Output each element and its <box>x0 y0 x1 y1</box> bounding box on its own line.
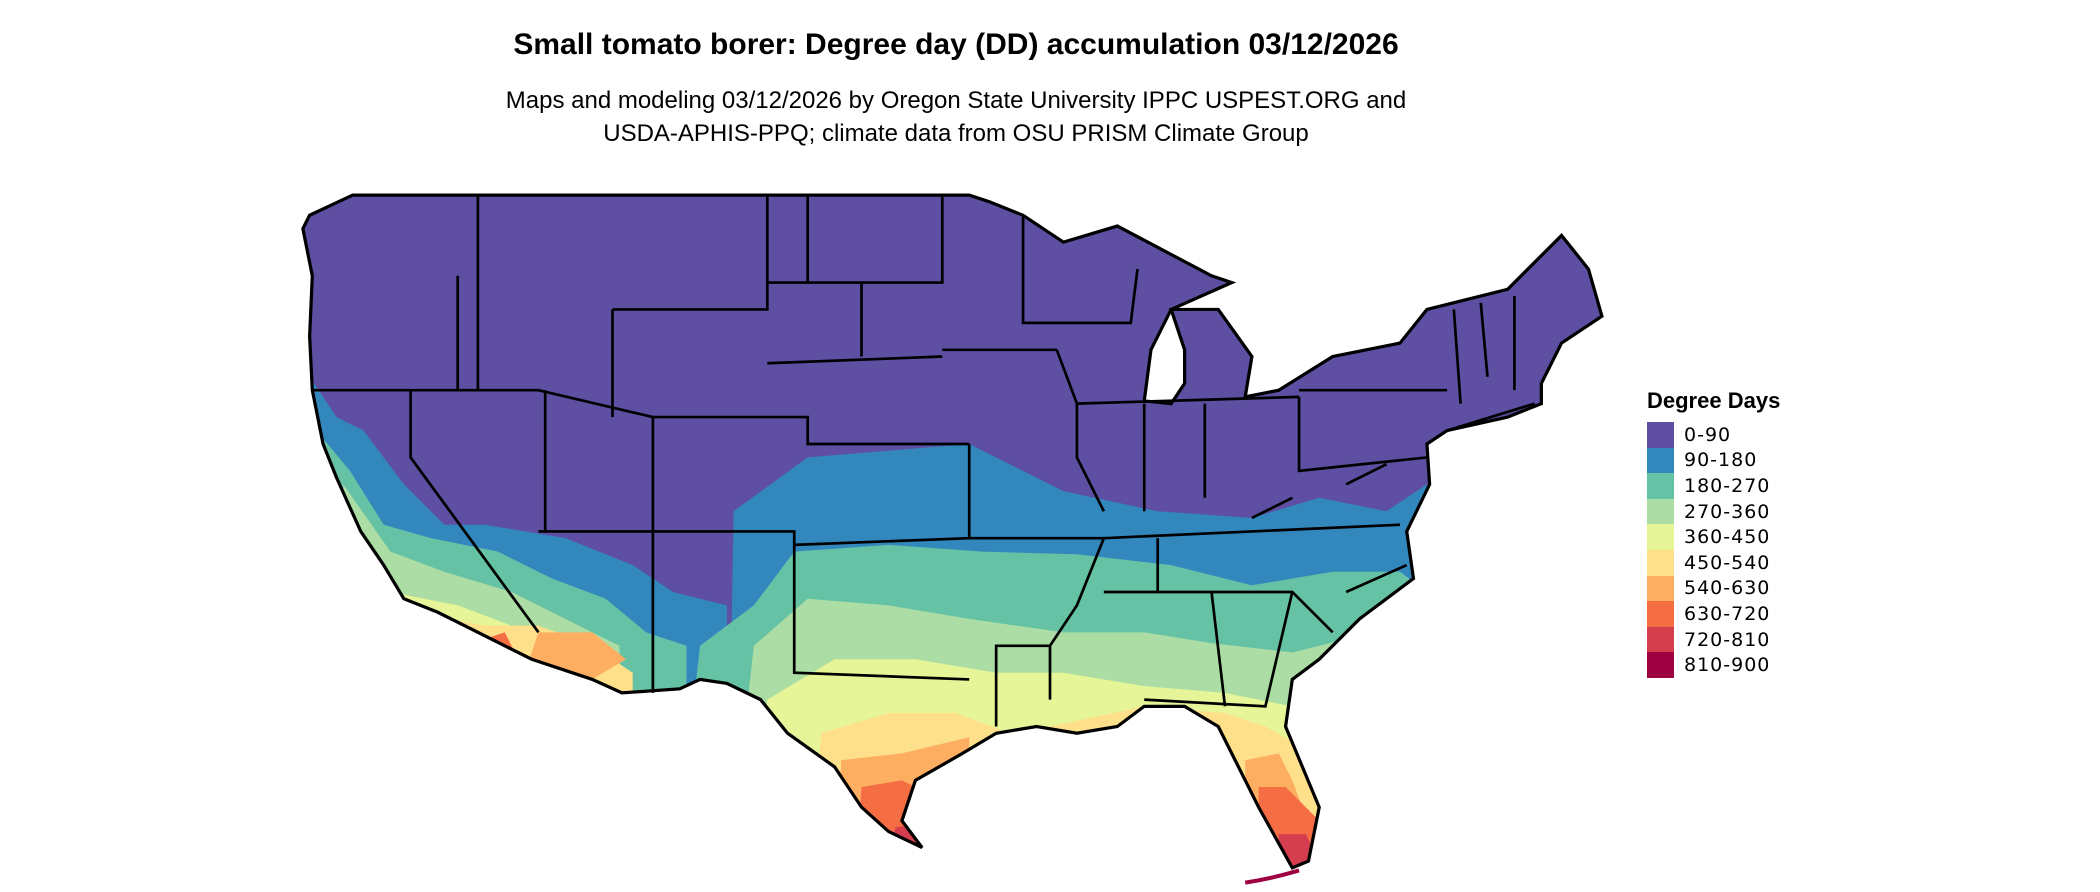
legend-label: 90-180 <box>1684 449 1758 472</box>
legend: Degree Days 0-90 90-180 180-270 270-360 360-… <box>1647 388 1780 678</box>
legend-label: 0-90 <box>1684 423 1732 446</box>
legend-title: Degree Days <box>1647 388 1781 413</box>
legend-item: 360-450 <box>1647 524 1780 550</box>
subtitle-line-1: Maps and modeling 03/12/2026 by Oregon S… <box>505 87 1407 114</box>
legend-label: 360-450 <box>1684 526 1771 549</box>
legend-item: 0-90 <box>1647 422 1780 448</box>
legend-label: 720-810 <box>1684 628 1771 651</box>
zone-540-630 <box>525 632 1333 868</box>
legend-item: 450-540 <box>1647 549 1780 576</box>
legend-swatch <box>1647 549 1674 576</box>
legend-label: 630-720 <box>1684 602 1771 625</box>
legend-swatch <box>1647 524 1674 550</box>
legend-swatch <box>1647 447 1674 474</box>
map-subtitle: Maps and modeling 03/12/2026 by Oregon S… <box>0 84 1912 150</box>
legend-items: 0-90 90-180 180-270 270-360 360-450 450-540 54… <box>1647 422 1780 678</box>
legend-swatch <box>1647 652 1674 678</box>
legend-swatch <box>1647 473 1674 499</box>
legend-swatch <box>1647 498 1674 525</box>
legend-label: 810-900 <box>1684 654 1771 677</box>
state-borders <box>312 195 1536 727</box>
map-title: Small tomato borer: Degree day (DD) accu… <box>513 28 1399 61</box>
subtitle-line-2: USDA-APHIS-PPQ; climate data from OSU PR… <box>603 120 1309 147</box>
legend-label: 270-360 <box>1684 500 1771 523</box>
legend-swatch <box>1647 601 1674 627</box>
legend-item: 630-720 <box>1647 601 1780 627</box>
legend-item: 90-180 <box>1647 447 1780 474</box>
legend-item: 810-900 <box>1647 652 1780 678</box>
legend-swatch <box>1647 422 1674 448</box>
legend-label: 540-630 <box>1684 577 1771 600</box>
zone-810-900-keys <box>1244 868 1300 885</box>
legend-item: 180-270 <box>1647 473 1780 499</box>
legend-item: 540-630 <box>1647 575 1780 602</box>
legend-item: 270-360 <box>1647 498 1780 525</box>
legend-label: 180-270 <box>1684 474 1771 497</box>
legend-swatch <box>1647 575 1674 602</box>
legend-label: 450-540 <box>1684 551 1771 574</box>
legend-swatch <box>1647 626 1674 653</box>
legend-item: 720-810 <box>1647 626 1780 653</box>
